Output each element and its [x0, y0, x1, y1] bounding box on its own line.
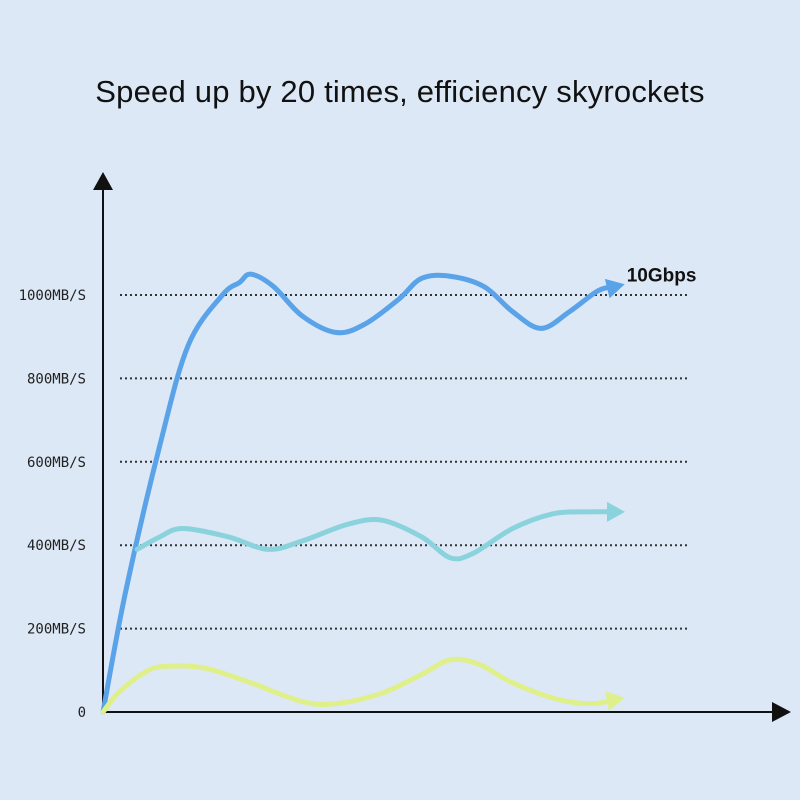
y-tick-label: 800MB/S	[27, 371, 86, 387]
y-tick-label: 600MB/S	[27, 455, 86, 471]
series-label: 10Gbps	[627, 265, 697, 286]
y-axis-arrow	[93, 172, 113, 190]
series-arrow-10gbps	[604, 278, 625, 299]
y-tick-label: 0	[78, 705, 86, 721]
x-axis-arrow	[772, 702, 791, 722]
series-line-10gbps	[100, 271, 618, 715]
series-line-low	[100, 656, 618, 715]
series-arrow-mid	[607, 501, 625, 522]
y-tick-label: 1000MB/S	[19, 288, 86, 304]
series-line-mid	[134, 509, 618, 562]
chart-title: Speed up by 20 times, efficiency skyrock…	[95, 74, 705, 109]
y-tick-label: 200MB/S	[27, 622, 86, 638]
series-arrow-low	[605, 691, 625, 711]
y-tick-label: 400MB/S	[27, 538, 86, 554]
